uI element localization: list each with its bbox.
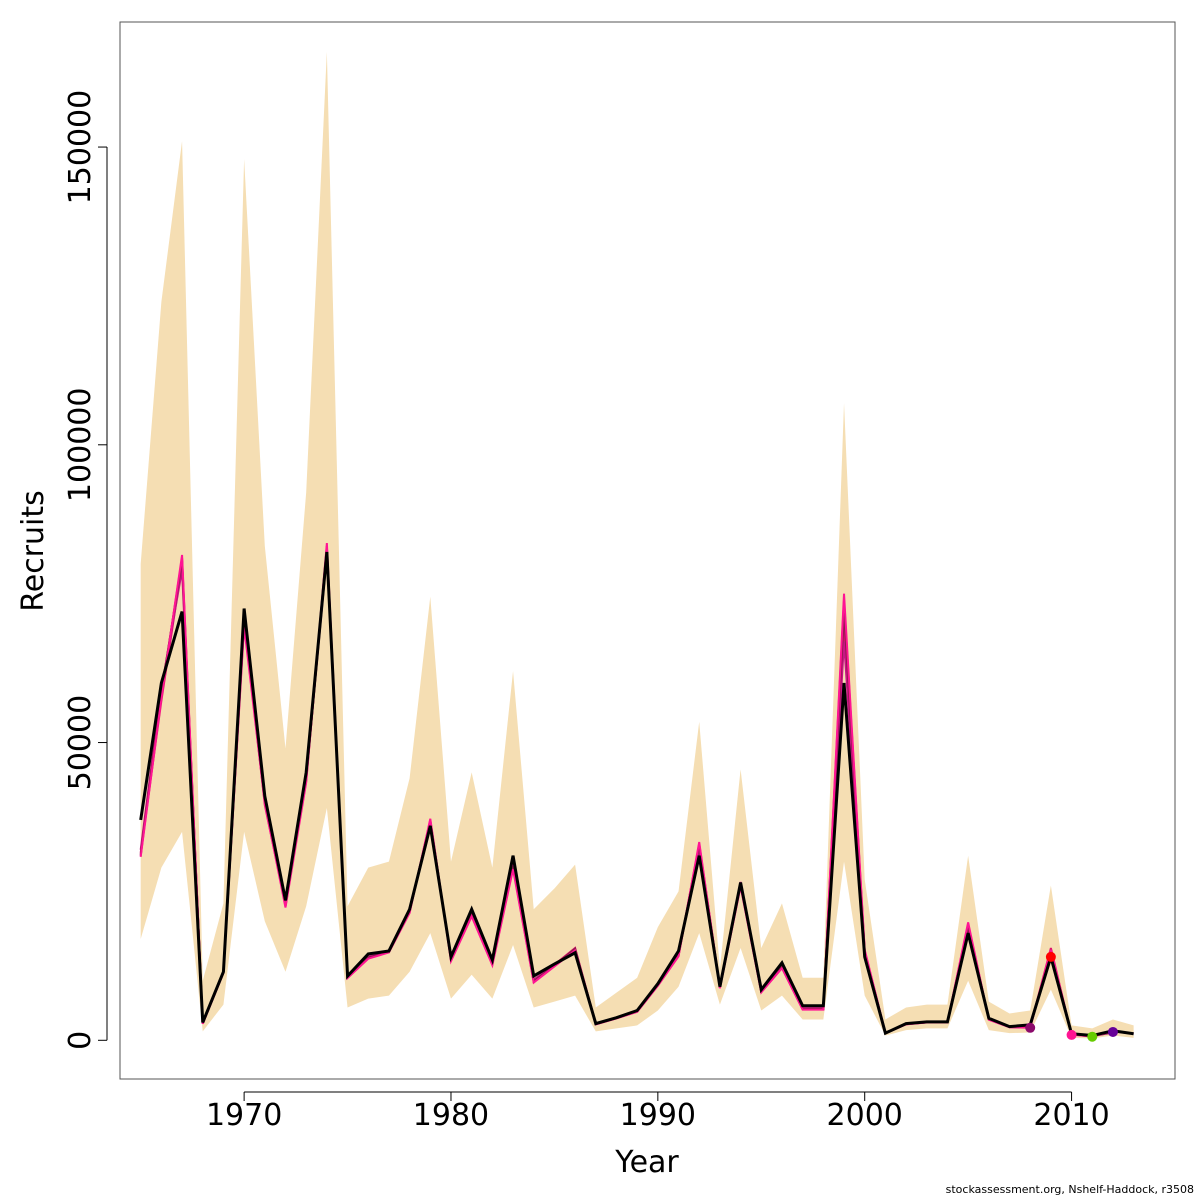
y-tick-label-100000: 100000	[63, 388, 98, 503]
y-tick-label-0: 0	[63, 1031, 98, 1050]
plot-frame	[119, 21, 1176, 1080]
plot-area	[139, 51, 1134, 1042]
x-tick-label-1970: 1970	[206, 1098, 282, 1133]
y-tick-label-150000: 150000	[63, 90, 98, 205]
retro-point-2011	[1087, 1031, 1098, 1042]
axes: 1970 1980 1990 2000 2010 0 50000 100000 150000	[63, 90, 1110, 1133]
estimate-line	[139, 551, 1134, 1038]
retro-point-2008	[1025, 1022, 1036, 1033]
x-tick-label-1990: 1990	[620, 1098, 696, 1133]
x-tick-label-1980: 1980	[413, 1098, 489, 1133]
retro-point-2010	[1066, 1029, 1077, 1040]
x-axis-title: Year	[614, 1145, 679, 1180]
x-tick-label-2010: 2010	[1033, 1098, 1109, 1133]
credit-text: stockassessment.org, Nshelf-Haddock, r35…	[945, 1183, 1194, 1196]
x-tick-label-2000: 2000	[827, 1098, 903, 1133]
retro-point-2009	[1045, 951, 1056, 962]
y-axis-title: Recruits	[16, 490, 51, 612]
y-tick-label-50000: 50000	[63, 695, 98, 790]
retro-point-2012	[1107, 1026, 1118, 1037]
